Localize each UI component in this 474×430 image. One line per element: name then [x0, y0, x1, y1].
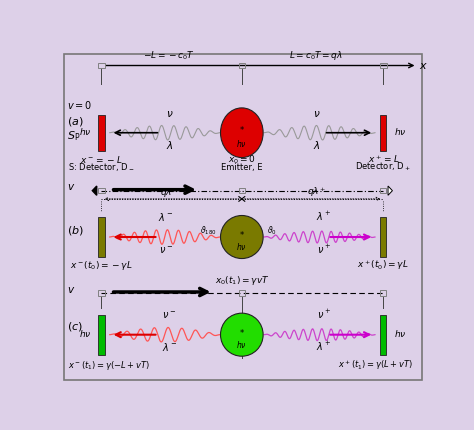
Text: $v$: $v$ — [67, 285, 75, 295]
Text: $x$: $x$ — [419, 61, 428, 71]
Text: $\lambda^-$: $\lambda^-$ — [162, 341, 177, 353]
Text: $x^+ = L$: $x^+ = L$ — [367, 153, 399, 165]
Text: $\nu^-$: $\nu^-$ — [159, 245, 173, 255]
Text: $h\nu$: $h\nu$ — [237, 138, 247, 149]
Text: $v = 0$: $v = 0$ — [67, 98, 92, 111]
Text: $\nu$: $\nu$ — [313, 109, 320, 119]
Bar — [380, 217, 386, 257]
Text: $x^-(t_1) = \gamma(-L + vT)$: $x^-(t_1) = \gamma(-L + vT)$ — [68, 359, 150, 372]
Bar — [99, 315, 105, 355]
Text: $*$: $*$ — [239, 125, 245, 133]
Text: $x^+(t_0) = \gamma L$: $x^+(t_0) = \gamma L$ — [357, 259, 409, 273]
Text: $h\nu$: $h\nu$ — [393, 126, 406, 137]
Text: $\vartheta_{180}$: $\vartheta_{180}$ — [200, 224, 217, 236]
Text: $q\lambda^-$: $q\lambda^-$ — [160, 186, 179, 199]
Bar — [380, 291, 386, 296]
Text: $L = c_0T = q\lambda$: $L = c_0T = q\lambda$ — [290, 49, 343, 61]
Text: $(c)$: $(c)$ — [67, 320, 83, 333]
Ellipse shape — [220, 215, 263, 258]
Text: $h\nu$: $h\nu$ — [237, 241, 247, 252]
Text: $x_0(t_1) = \gamma vT$: $x_0(t_1) = \gamma vT$ — [215, 273, 269, 287]
Text: Emitter, E: Emitter, E — [221, 163, 263, 172]
Bar — [239, 291, 245, 296]
Text: $\nu$: $\nu$ — [166, 109, 173, 119]
Text: $S_{\rm P}$: $S_{\rm P}$ — [67, 129, 81, 143]
Text: $h\nu$: $h\nu$ — [79, 328, 91, 339]
Text: $h\nu$: $h\nu$ — [393, 328, 406, 339]
Bar — [99, 291, 105, 296]
Bar — [380, 114, 386, 151]
Bar — [238, 62, 245, 68]
Text: $x^+(t_1) = \gamma(L + vT)$: $x^+(t_1) = \gamma(L + vT)$ — [338, 358, 413, 372]
Text: $x^-(t_0) = -\gamma L$: $x^-(t_0) = -\gamma L$ — [70, 259, 133, 273]
Bar — [99, 114, 105, 151]
Bar — [98, 62, 105, 68]
Bar — [99, 217, 105, 257]
Text: $x_0 = 0$: $x_0 = 0$ — [228, 154, 256, 166]
Bar — [380, 188, 386, 194]
Ellipse shape — [220, 108, 263, 157]
Bar — [380, 62, 387, 68]
Text: $-L = -c_0T$: $-L = -c_0T$ — [144, 49, 195, 61]
Text: $\lambda$: $\lambda$ — [166, 139, 173, 151]
Ellipse shape — [220, 313, 263, 356]
Text: $x^- = -L$: $x^- = -L$ — [80, 154, 123, 165]
Text: Detector, D$_+$: Detector, D$_+$ — [356, 161, 411, 173]
Text: $*$: $*$ — [239, 229, 245, 238]
Text: $h\nu$: $h\nu$ — [79, 126, 91, 137]
Text: $\lambda^-$: $\lambda^-$ — [158, 211, 173, 223]
Text: $q\lambda^+$: $q\lambda^+$ — [307, 186, 326, 199]
Polygon shape — [388, 186, 392, 195]
Text: $h\nu$: $h\nu$ — [237, 339, 247, 350]
Text: $\nu^+$: $\nu^+$ — [317, 308, 331, 321]
Polygon shape — [92, 186, 97, 195]
Text: $(a)$: $(a)$ — [67, 115, 84, 128]
Text: $*$: $*$ — [239, 327, 245, 336]
Text: $v$: $v$ — [67, 182, 75, 192]
Text: $\lambda$: $\lambda$ — [313, 139, 320, 151]
Text: S: Detector, D$_-$: S: Detector, D$_-$ — [68, 161, 135, 173]
Text: $\vartheta_0$: $\vartheta_0$ — [267, 224, 277, 236]
Text: $\lambda^+$: $\lambda^+$ — [316, 340, 331, 353]
Text: $\lambda^+$: $\lambda^+$ — [316, 210, 331, 223]
Text: $\nu^-$: $\nu^-$ — [162, 310, 177, 321]
Text: $(b)$: $(b)$ — [67, 224, 84, 237]
Bar — [380, 315, 386, 355]
Bar — [239, 188, 245, 194]
Text: $\nu^+$: $\nu^+$ — [317, 243, 331, 255]
Bar — [99, 188, 105, 194]
